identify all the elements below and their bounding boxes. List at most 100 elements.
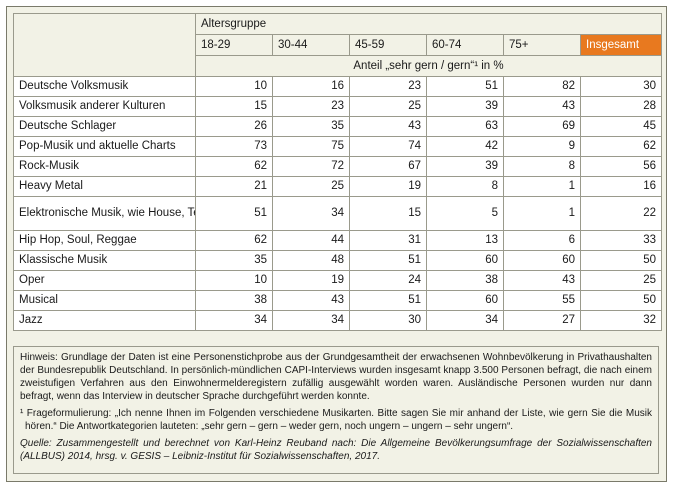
age-value: 51 bbox=[349, 250, 427, 271]
age-value: 8 bbox=[503, 156, 581, 177]
age-value: 26 bbox=[195, 116, 273, 137]
age-value: 23 bbox=[349, 76, 427, 97]
notes-box: Hinweis: Grundlage der Daten ist eine Pe… bbox=[13, 346, 659, 474]
age-value: 62 bbox=[195, 230, 273, 251]
age-value: 39 bbox=[426, 96, 504, 117]
table-row: Klassische Musik 35 48 51 60 60 50 bbox=[13, 250, 662, 271]
age-value: 13 bbox=[426, 230, 504, 251]
total-value: 30 bbox=[580, 76, 662, 97]
age-value: 60 bbox=[503, 250, 581, 271]
table-row: Deutsche Schlager 26 35 43 63 69 45 bbox=[13, 116, 662, 137]
age-value: 63 bbox=[426, 116, 504, 137]
age-value: 60 bbox=[426, 290, 504, 311]
age-value: 39 bbox=[426, 156, 504, 177]
column-header-age: 75+ bbox=[503, 34, 581, 56]
age-value: 25 bbox=[272, 176, 350, 197]
genre-label: Pop-Musik und aktuelle Charts bbox=[13, 136, 196, 157]
table-row: Oper 10 19 24 38 43 25 bbox=[13, 270, 662, 291]
age-value: 6 bbox=[503, 230, 581, 251]
genre-label: Deutsche Schlager bbox=[13, 116, 196, 137]
total-value: 50 bbox=[580, 290, 662, 311]
column-header-age: 18-29 bbox=[195, 34, 273, 56]
age-value: 10 bbox=[195, 270, 273, 291]
age-value: 25 bbox=[349, 96, 427, 117]
age-value: 34 bbox=[272, 196, 350, 231]
age-value: 72 bbox=[272, 156, 350, 177]
age-value: 75 bbox=[272, 136, 350, 157]
age-value: 19 bbox=[272, 270, 350, 291]
total-value: 22 bbox=[580, 196, 662, 231]
age-value: 35 bbox=[195, 250, 273, 271]
age-value: 5 bbox=[426, 196, 504, 231]
table-row: Jazz 34 34 30 34 27 32 bbox=[13, 310, 662, 331]
age-value: 24 bbox=[349, 270, 427, 291]
genre-label: Rock-Musik bbox=[13, 156, 196, 177]
age-value: 51 bbox=[349, 290, 427, 311]
genre-label: Klassische Musik bbox=[13, 250, 196, 271]
age-value: 43 bbox=[503, 96, 581, 117]
age-value: 35 bbox=[272, 116, 350, 137]
total-value: 45 bbox=[580, 116, 662, 137]
age-value: 51 bbox=[195, 196, 273, 231]
age-value: 1 bbox=[503, 176, 581, 197]
table-row: Volksmusik anderer Kulturen 15 23 25 39 43 28 bbox=[13, 96, 662, 117]
age-value: 15 bbox=[195, 96, 273, 117]
unit-header: Anteil „sehr gern / gern“¹ in % bbox=[195, 55, 662, 77]
age-value: 38 bbox=[195, 290, 273, 311]
total-value: 50 bbox=[580, 250, 662, 271]
footnote: ¹ Frageformulierung: „Ich nenne Ihnen im… bbox=[20, 408, 652, 432]
age-value: 1 bbox=[503, 196, 581, 231]
age-value: 43 bbox=[503, 270, 581, 291]
age-value: 23 bbox=[272, 96, 350, 117]
table-row: Hip Hop, Soul, Reggae 62 44 31 13 6 33 bbox=[13, 230, 662, 251]
table-row: Elektronische Musik, wie House, Techno, … bbox=[13, 196, 662, 231]
genre-label: Oper bbox=[13, 270, 196, 291]
age-value: 74 bbox=[349, 136, 427, 157]
genre-label: Jazz bbox=[13, 310, 196, 331]
age-value: 8 bbox=[426, 176, 504, 197]
table-row: Rock-Musik 62 72 67 39 8 56 bbox=[13, 156, 662, 177]
age-value: 34 bbox=[195, 310, 273, 331]
age-value: 55 bbox=[503, 290, 581, 311]
age-value: 19 bbox=[349, 176, 427, 197]
genre-label: Musical bbox=[13, 290, 196, 311]
column-header-age: 45-59 bbox=[349, 34, 427, 56]
age-value: 43 bbox=[272, 290, 350, 311]
age-value: 10 bbox=[195, 76, 273, 97]
age-value: 67 bbox=[349, 156, 427, 177]
total-value: 56 bbox=[580, 156, 662, 177]
source-note: Quelle: Zusammengestellt und berechnet v… bbox=[20, 438, 652, 462]
age-value: 48 bbox=[272, 250, 350, 271]
column-header-age: 60-74 bbox=[426, 34, 504, 56]
age-value: 9 bbox=[503, 136, 581, 157]
genre-label: Deutsche Volksmusik bbox=[13, 76, 196, 97]
age-group-header: Altersgruppe bbox=[195, 13, 662, 35]
age-value: 34 bbox=[426, 310, 504, 331]
total-value: 62 bbox=[580, 136, 662, 157]
age-value: 73 bbox=[195, 136, 273, 157]
column-header-age: 30-44 bbox=[272, 34, 350, 56]
age-value: 31 bbox=[349, 230, 427, 251]
column-header-total: Insgesamt bbox=[580, 34, 662, 56]
age-value: 15 bbox=[349, 196, 427, 231]
age-value: 38 bbox=[426, 270, 504, 291]
table-row: Deutsche Volksmusik 10 16 23 51 82 30 bbox=[13, 76, 662, 97]
age-value: 60 bbox=[426, 250, 504, 271]
genre-label: Elektronische Musik, wie House, Techno, … bbox=[13, 196, 196, 231]
genre-label: Heavy Metal bbox=[13, 176, 196, 197]
age-value: 27 bbox=[503, 310, 581, 331]
age-value: 42 bbox=[426, 136, 504, 157]
total-value: 32 bbox=[580, 310, 662, 331]
header-corner bbox=[13, 13, 196, 77]
total-value: 28 bbox=[580, 96, 662, 117]
age-value: 82 bbox=[503, 76, 581, 97]
total-value: 16 bbox=[580, 176, 662, 197]
age-value: 69 bbox=[503, 116, 581, 137]
table-row: Pop-Musik und aktuelle Charts 73 75 74 42 9 62 bbox=[13, 136, 662, 157]
age-value: 51 bbox=[426, 76, 504, 97]
table-row: Heavy Metal 21 25 19 8 1 16 bbox=[13, 176, 662, 197]
table-row: Musical 38 43 51 60 55 50 bbox=[13, 290, 662, 311]
age-value: 44 bbox=[272, 230, 350, 251]
age-value: 43 bbox=[349, 116, 427, 137]
age-value: 16 bbox=[272, 76, 350, 97]
